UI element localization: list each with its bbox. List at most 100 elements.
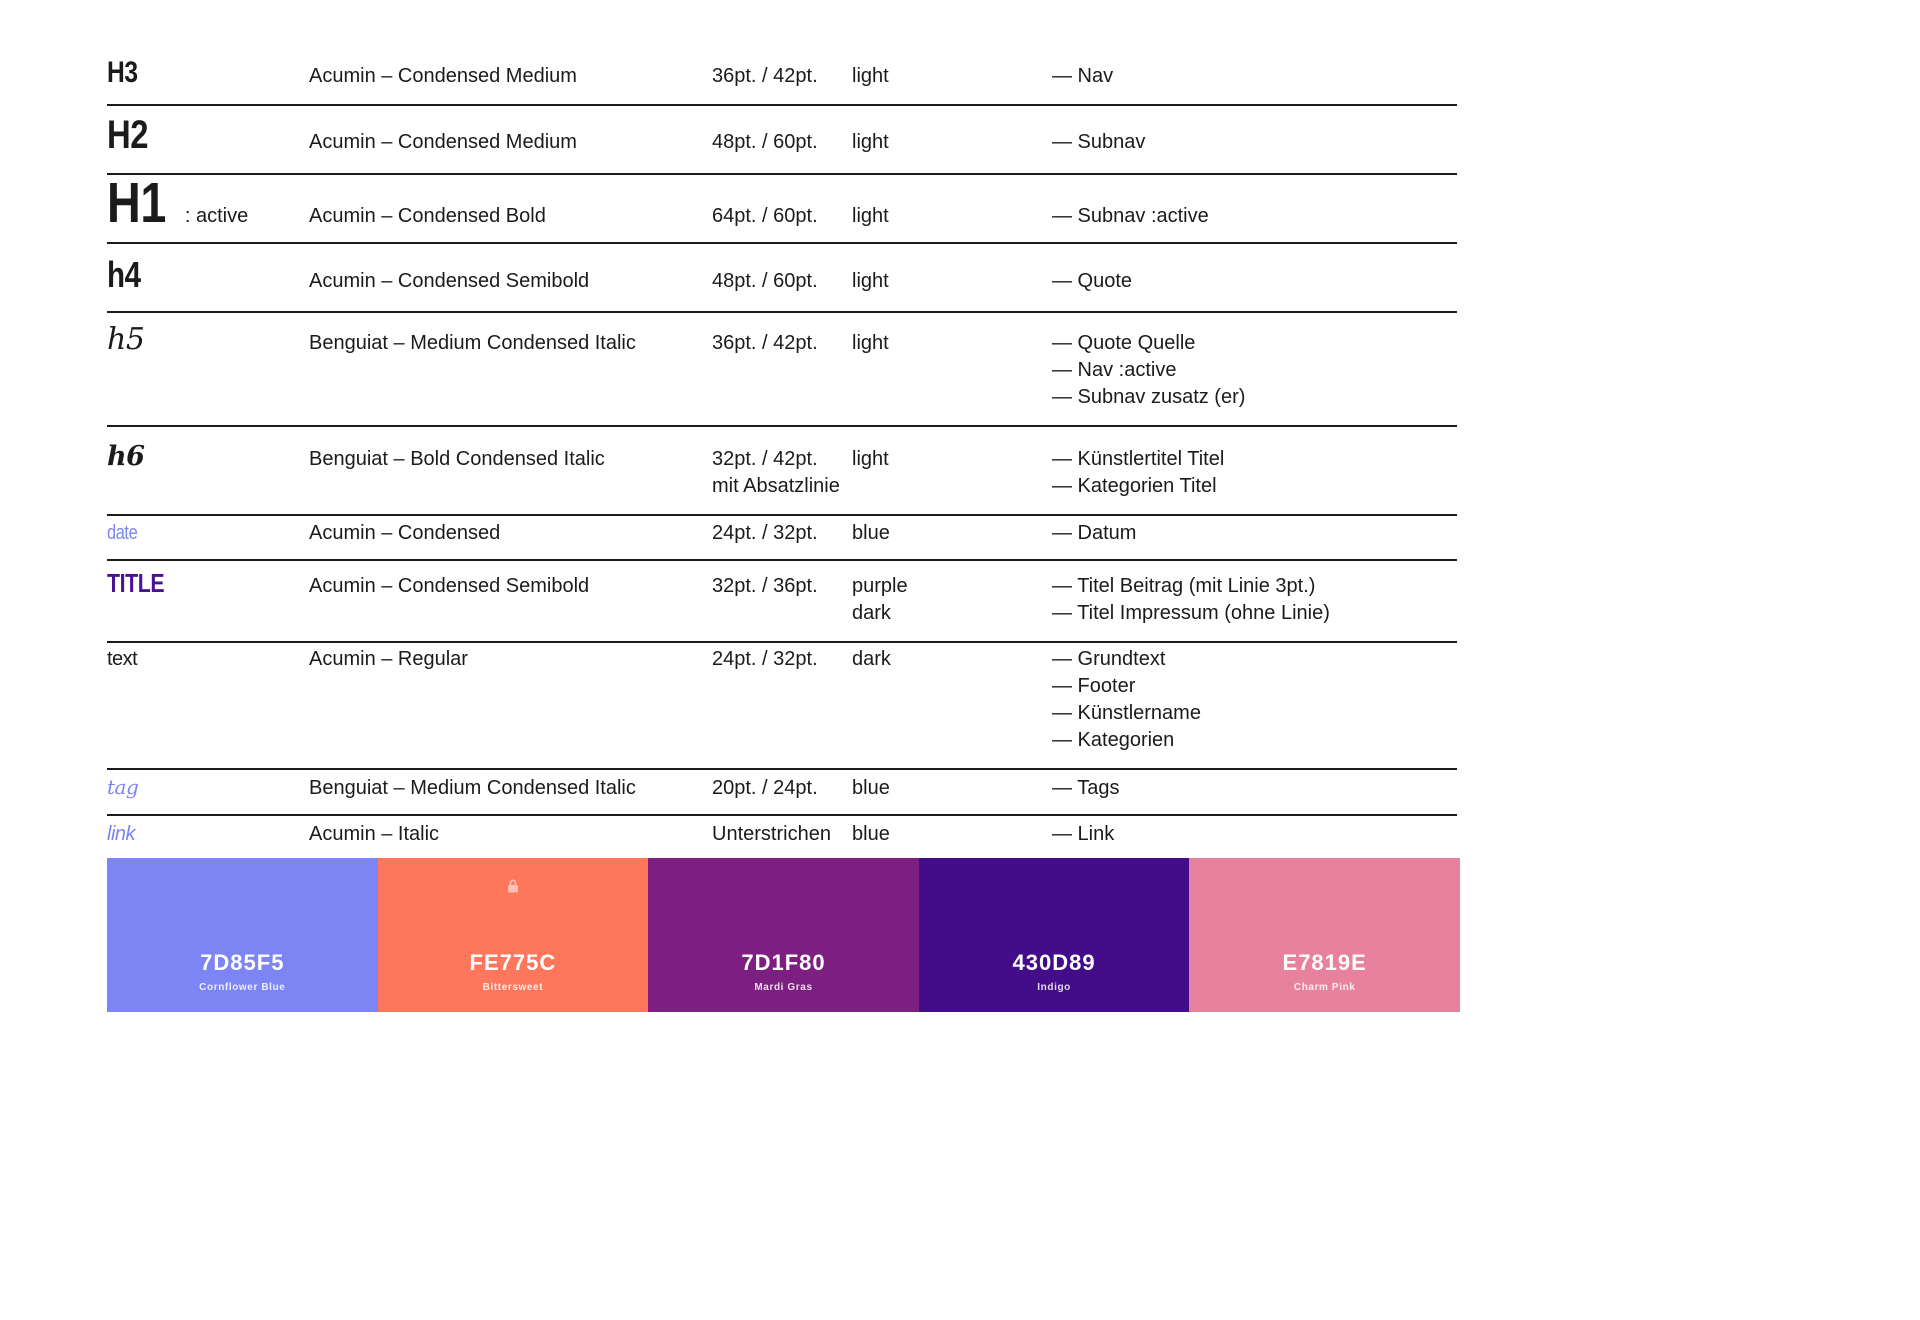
color-spec: light <box>852 203 1052 230</box>
usage-item: — Subnav <box>1052 131 1146 153</box>
usage-item: — Nav :active <box>1052 359 1177 381</box>
size-spec: 48pt. / 60pt. <box>712 129 852 156</box>
swatch-name: Cornflower Blue <box>199 982 286 993</box>
color-spec: blue <box>852 520 1052 547</box>
size-line: 32pt. / 42pt. <box>712 448 818 470</box>
spec-row-h6: h6 Benguiat – Bold Condensed Italic 32pt… <box>107 427 1457 516</box>
font-name: Benguiat – Bold Condensed Italic <box>309 448 605 470</box>
usage-list: — Quote Quelle — Nav :active — Subnav zusa… <box>1052 330 1457 411</box>
spec-row-link: link Acumin – Italic Unterstrichen blue … <box>107 816 1457 863</box>
spec-row-title: TITLE Acumin – Condensed Semibold 32pt. … <box>107 561 1457 643</box>
usage-list: — Subnav :active <box>1052 203 1457 230</box>
font-name: Acumin – Condensed Bold <box>309 205 546 227</box>
color-spec: purple dark <box>852 573 1052 627</box>
row-label: date <box>107 522 138 544</box>
spec-row-h1: H1: active Acumin – Condensed Bold 64pt.… <box>107 175 1457 244</box>
usage-item: — Grundtext <box>1052 648 1166 670</box>
size-line: 20pt. / 24pt. <box>712 777 818 799</box>
swatch-hex: 430D89 <box>1012 950 1096 975</box>
usage-item: — Subnav zusatz (er) <box>1052 386 1246 408</box>
spec-row-date: date Acumin – Condensed 24pt. / 32pt. bl… <box>107 516 1457 561</box>
usage-item: — Quote Quelle <box>1052 332 1196 354</box>
color-spec: light <box>852 330 1052 357</box>
usage-list: — Nav <box>1052 63 1457 90</box>
usage-list: — Künstlertitel Titel — Kategorien Titel <box>1052 446 1457 500</box>
size-line: 36pt. / 42pt. <box>712 332 818 354</box>
color-swatch-cornflower-blue[interactable]: 7D85F5 Cornflower Blue <box>107 858 378 1012</box>
size-line: 24pt. / 32pt. <box>712 522 818 544</box>
font-name: Benguiat – Medium Condensed Italic <box>309 777 636 799</box>
usage-item: — Kategorien <box>1052 729 1175 751</box>
font-name: Acumin – Italic <box>309 823 440 845</box>
color-line: blue <box>852 522 890 544</box>
color-swatch-charm-pink[interactable]: E7819E Charm Pink <box>1189 858 1460 1012</box>
color-spec: light <box>852 268 1052 295</box>
color-line: dark <box>852 602 891 624</box>
spec-row-h2: H2 Acumin – Condensed Medium 48pt. / 60p… <box>107 106 1457 175</box>
font-name: Acumin – Condensed Medium <box>309 65 577 87</box>
row-label: h4 <box>107 254 141 295</box>
row-label: TITLE <box>107 568 165 598</box>
type-spec-table: H3 Acumin – Condensed Medium 36pt. / 42p… <box>107 40 1457 863</box>
size-line: Unterstrichen <box>712 823 831 845</box>
usage-item: — Künstlername <box>1052 702 1201 724</box>
color-line: purple <box>852 575 908 597</box>
swatch-hex: 7D85F5 <box>200 950 285 975</box>
usage-list: — Titel Beitrag (mit Linie 3pt.) — Titel … <box>1052 573 1457 627</box>
font-name: Acumin – Regular <box>309 648 468 670</box>
font-name: Acumin – Condensed Medium <box>309 131 577 153</box>
color-line: light <box>852 332 889 354</box>
font-name: Acumin – Condensed <box>309 522 501 544</box>
size-spec: 32pt. / 42pt. mit Absatzlinie <box>712 446 852 500</box>
usage-list: — Subnav <box>1052 129 1457 156</box>
swatch-hex: 7D1F80 <box>741 950 826 975</box>
size-spec: 48pt. / 60pt. <box>712 268 852 295</box>
color-spec: dark <box>852 646 1052 673</box>
color-line: dark <box>852 648 891 670</box>
color-line: blue <box>852 777 890 799</box>
color-swatch-indigo[interactable]: 430D89 Indigo <box>918 858 1190 1012</box>
size-spec: 24pt. / 32pt. <box>712 646 852 673</box>
usage-list: — Quote <box>1052 268 1457 295</box>
lock-icon[interactable] <box>505 878 521 894</box>
size-line: 64pt. / 60pt. <box>712 205 818 227</box>
usage-item: — Künstlertitel Titel <box>1052 448 1225 470</box>
color-swatch-mardi-gras[interactable]: 7D1F80 Mardi Gras <box>648 858 919 1012</box>
swatch-name: Mardi Gras <box>754 982 813 993</box>
size-line: 48pt. / 60pt. <box>712 270 818 292</box>
row-label: link <box>107 823 136 845</box>
usage-item: — Link <box>1052 823 1115 845</box>
spec-row-h5: h5 Benguiat – Medium Condensed Italic 36… <box>107 313 1457 427</box>
usage-item: — Footer <box>1052 675 1136 697</box>
color-line: light <box>852 131 889 153</box>
row-label: H3 <box>107 56 138 89</box>
color-spec: blue <box>852 775 1052 802</box>
usage-item: — Quote <box>1052 270 1133 292</box>
color-line: light <box>852 448 889 470</box>
color-spec: light <box>852 63 1052 90</box>
size-line: 24pt. / 32pt. <box>712 648 818 670</box>
font-name: Benguiat – Medium Condensed Italic <box>309 332 636 354</box>
size-spec: 64pt. / 60pt. <box>712 203 852 230</box>
row-label: h5 <box>107 322 145 357</box>
row-label: H1: active <box>107 171 249 235</box>
usage-item: — Subnav :active <box>1052 205 1209 227</box>
usage-item: — Tags <box>1052 777 1120 799</box>
usage-item: — Datum <box>1052 522 1137 544</box>
swatch-hex: E7819E <box>1282 950 1367 975</box>
spec-row-text: text Acumin – Regular 24pt. / 32pt. dark… <box>107 643 1457 770</box>
size-spec: 32pt. / 36pt. <box>712 573 852 600</box>
color-palette: 7D85F5 Cornflower Blue FE775C Bitterswee… <box>107 858 1460 1012</box>
row-label-suffix: : active <box>184 205 249 227</box>
color-spec: blue <box>852 821 1052 848</box>
color-line: light <box>852 205 889 227</box>
row-label: H2 <box>107 113 149 157</box>
usage-list: — Tags <box>1052 775 1457 802</box>
row-label: text <box>107 648 138 670</box>
font-name: Acumin – Condensed Semibold <box>309 270 590 292</box>
color-swatch-bittersweet[interactable]: FE775C Bittersweet <box>377 858 649 1012</box>
swatch-name: Indigo <box>1037 982 1071 993</box>
usage-item: — Titel Beitrag (mit Linie 3pt.) <box>1052 575 1316 597</box>
size-line: 32pt. / 36pt. <box>712 575 818 597</box>
